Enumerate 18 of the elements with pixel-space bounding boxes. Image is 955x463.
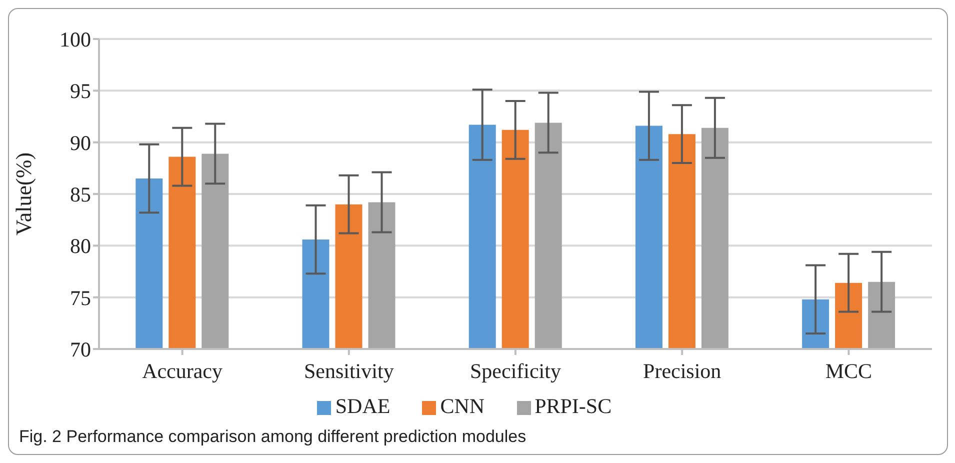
legend-label: PRPI-SC (534, 394, 612, 418)
y-tick-label: 80 (70, 234, 91, 258)
caption: Fig. 2 Performance comparison among different prediction modules (18, 427, 528, 447)
legend-label: SDAE (335, 394, 390, 418)
y-tick-label: 75 (70, 286, 91, 310)
x-tick-label: Precision (643, 358, 722, 383)
legend-label: CNN (440, 394, 485, 418)
y-tick-label: 95 (70, 79, 91, 104)
x-tick-label: MCC (825, 358, 872, 383)
y-tick-label: 90 (70, 130, 91, 155)
figure-frame: SDAE CNN PRPI-SC Accuracy Sensitivity Specificity Precision MCC 70 75 80 85 90 95 100 Value(%) Fig. 2 Performance comparison among different prediction modules (8, 8, 948, 455)
y-tick-label: 70 (70, 337, 91, 362)
y-tick-label: 100 (60, 27, 91, 52)
y-axis-title: Value(%) (10, 152, 36, 236)
y-tick-label: 85 (70, 182, 91, 206)
x-tick-label: Accuracy (142, 358, 224, 383)
x-tick-label: Specificity (470, 358, 562, 383)
x-tick-label: Sensitivity (304, 358, 394, 383)
